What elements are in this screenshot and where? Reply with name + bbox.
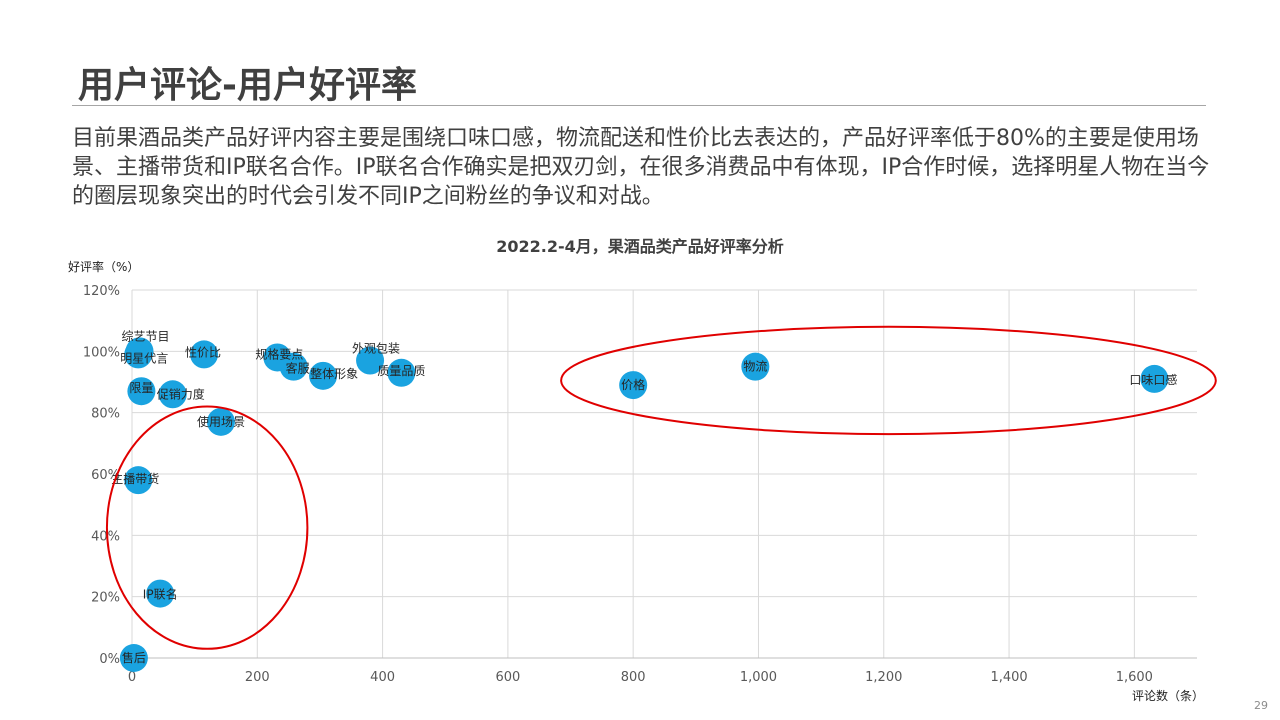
data-point	[127, 377, 156, 406]
y-axis-label: 好评率（%）	[68, 259, 139, 274]
slide-title: 用户评论-用户好评率	[78, 65, 417, 106]
data-point	[263, 343, 292, 372]
data-point	[619, 371, 648, 400]
y-tick-label: 80%	[91, 407, 120, 422]
chart-axes: 0% 20% 40% 60% 80% 100% 120% 0 200 400 600 800 1,000…	[83, 284, 1197, 685]
x-tick-label: 600	[495, 670, 520, 685]
point-label: 售后	[122, 650, 146, 665]
data-point	[158, 380, 187, 409]
x-tick-label: 800	[621, 670, 646, 685]
data-point	[356, 346, 385, 375]
chart-texts: 2022.2-4月，果酒品类产品好评率分析 好评率（%） 评论数（条）	[68, 237, 1204, 703]
point-label: 限量	[129, 381, 153, 395]
point-label: 性价比	[185, 345, 221, 359]
data-point	[124, 340, 153, 369]
title-divider	[72, 105, 1206, 106]
chart-grid	[131, 289, 1197, 659]
point-label: 物流	[743, 360, 767, 374]
data-point	[119, 644, 148, 672]
data-point	[387, 358, 416, 387]
y-tick-label: 60%	[91, 468, 120, 483]
x-tick-label: 1,200	[865, 670, 902, 685]
point-label: 规格要点	[255, 346, 303, 361]
x-axis-label: 评论数（条）	[1132, 688, 1204, 703]
y-tick-label: 20%	[91, 591, 120, 606]
point-label: 外观包装	[352, 342, 400, 356]
highlight-ellipse	[560, 325, 1217, 436]
y-tick-label: 100%	[83, 345, 120, 360]
data-point	[1140, 364, 1169, 393]
y-tick-label: 120%	[83, 284, 120, 299]
point-label: 促销力度	[157, 386, 205, 401]
point-label: 口味口感	[1129, 372, 1177, 387]
x-tick-label: 200	[245, 670, 270, 685]
x-tick-label: 1,400	[990, 670, 1027, 685]
point-label: 价格	[621, 377, 645, 392]
data-point	[309, 361, 338, 390]
chart-title: 2022.2-4月，果酒品类产品好评率分析	[496, 237, 784, 256]
data-point	[146, 579, 175, 608]
body-paragraph: 目前果酒品类产品好评内容主要是围绕口味口感，物流配送和性价比去表达的，产品好评率…	[72, 126, 1210, 209]
highlight-ellipses	[105, 325, 1217, 650]
y-tick-label: 40%	[91, 529, 120, 544]
point-label: 整体形象	[310, 366, 358, 381]
data-point	[190, 340, 219, 369]
y-tick-label: 0%	[99, 652, 120, 667]
highlight-ellipse	[105, 405, 309, 650]
x-tick-label: 1,000	[740, 670, 777, 685]
data-point	[124, 466, 153, 495]
chart-points: 口味口感 物流价格 质量品质 外观包装整体形象客服规格要点 性价比 综艺节目明星代言限量促…	[111, 329, 1177, 672]
x-tick-label: 400	[370, 670, 395, 685]
point-label: 主播带货	[111, 471, 159, 486]
point-label: IP联名	[143, 587, 178, 602]
page-number: 29	[1254, 699, 1268, 712]
point-label: 综艺节目	[122, 329, 170, 343]
data-point	[741, 352, 770, 381]
data-point	[206, 407, 235, 436]
x-tick-label: 1,600	[1116, 670, 1153, 685]
point-label: 客服	[286, 361, 310, 376]
point-label: 明星代言	[120, 351, 168, 365]
point-label: 质量品质	[377, 364, 425, 378]
x-tick-label: 0	[128, 670, 136, 685]
point-label: 使用场景	[197, 414, 245, 429]
